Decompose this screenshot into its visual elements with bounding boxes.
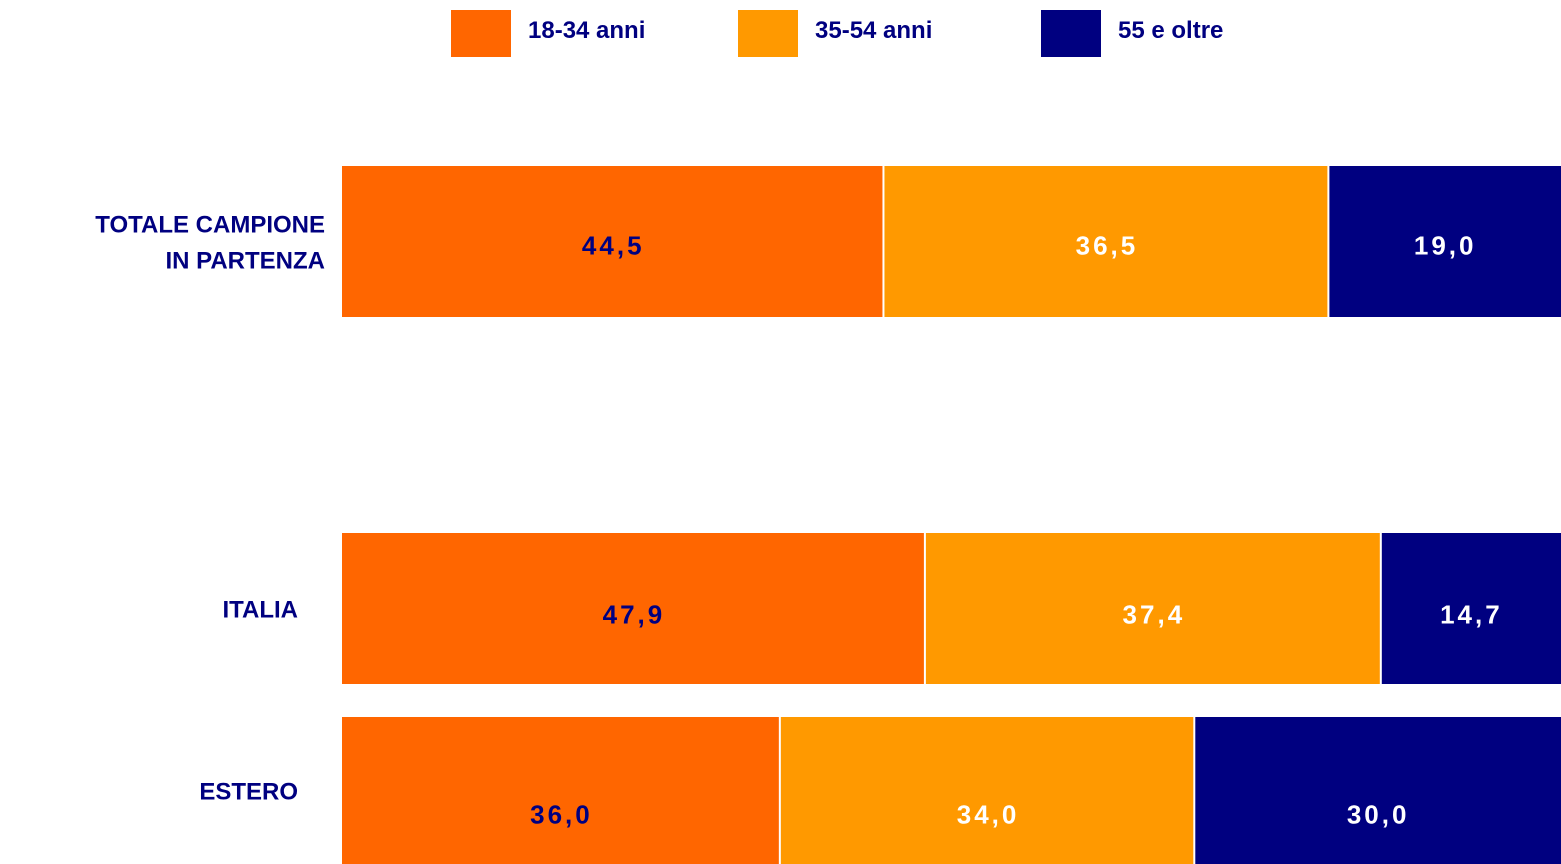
bar-italia-35-54-anni [925,533,1380,684]
bar-totale-campione-in-partenza-18-34-anni [342,166,883,317]
value-label-estero-18-34-anni: 36,0 [530,800,593,830]
value-label-italia-35-54-anni: 37,4 [1123,600,1186,630]
category-label-estero: ESTERO [199,779,298,806]
value-label-totale-campione-in-partenza-18-34-anni: 44,5 [582,231,645,261]
value-label-totale-campione-in-partenza-55-e-oltre: 19,0 [1414,231,1477,261]
category-label-italia: ITALIA [222,597,298,624]
bar-estero-18-34-anni [342,717,779,864]
bar-italia-55-e-oltre [1381,533,1561,684]
legend-label-35-54-anni: 35-54 anni [815,17,932,44]
bar-estero-35-54-anni [780,717,1194,864]
value-label-totale-campione-in-partenza-35-54-anni: 36,5 [1076,231,1139,261]
legend-swatch-55-e-oltre [1041,10,1101,57]
bar-totale-campione-in-partenza-55-e-oltre [1329,166,1561,317]
legend-swatch-18-34-anni [451,10,511,57]
category-label-totale-campione-in-partenza: TOTALE CAMPIONE IN PARTENZA [95,212,325,275]
legend-label-18-34-anni: 18-34 anni [528,17,645,44]
value-label-italia-55-e-oltre: 14,7 [1440,600,1503,630]
legend-label-55-e-oltre: 55 e oltre [1118,17,1223,44]
bar-estero-55-e-oltre [1195,717,1561,864]
value-label-estero-55-e-oltre: 30,0 [1347,800,1410,830]
legend-swatch-35-54-anni [738,10,798,57]
bar-totale-campione-in-partenza-35-54-anni [884,166,1328,317]
value-label-estero-35-54-anni: 34,0 [957,800,1020,830]
bar-italia-18-34-anni [342,533,924,684]
value-label-italia-18-34-anni: 47,9 [603,600,666,630]
